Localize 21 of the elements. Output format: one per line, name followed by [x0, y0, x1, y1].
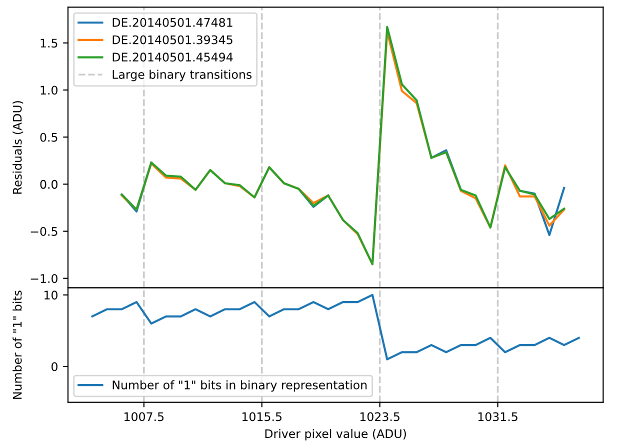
y-axis-title: Residuals (ADU) — [12, 101, 24, 194]
x-tick-label: 1031.5 — [478, 412, 518, 422]
y-tick-label: 0.0 — [40, 180, 58, 189]
y-axis-title: Number of "1" bits — [12, 290, 22, 399]
legend-label: Number of "1" bits in binary representation — [112, 380, 367, 392]
y-tick-label: 10 — [44, 290, 58, 300]
y-tick-label: 1.0 — [40, 86, 58, 95]
ref-line-label: Large binary transitions — [112, 70, 252, 82]
y-tick-label: 1.5 — [40, 38, 58, 48]
line-series — [91, 294, 580, 360]
x-tick-label: 1015.5 — [242, 412, 282, 422]
y-tick-label: −0.5 — [30, 226, 58, 236]
y-tick-label: 0 — [52, 362, 58, 372]
legend-label: DE.20140501.47481 — [112, 18, 232, 27]
y-tick-label: 0.5 — [40, 132, 58, 142]
y-tick-label: −1.0 — [30, 274, 58, 283]
x-tick-label: 1023.5 — [360, 412, 400, 422]
x-axis-title: Driver pixel value (ADU) — [265, 429, 406, 440]
legend-label: DE.20140501.39345 — [112, 35, 232, 44]
legend-label: DE.20140501.45494 — [112, 52, 233, 62]
x-tick-label: 1007.5 — [124, 412, 164, 422]
